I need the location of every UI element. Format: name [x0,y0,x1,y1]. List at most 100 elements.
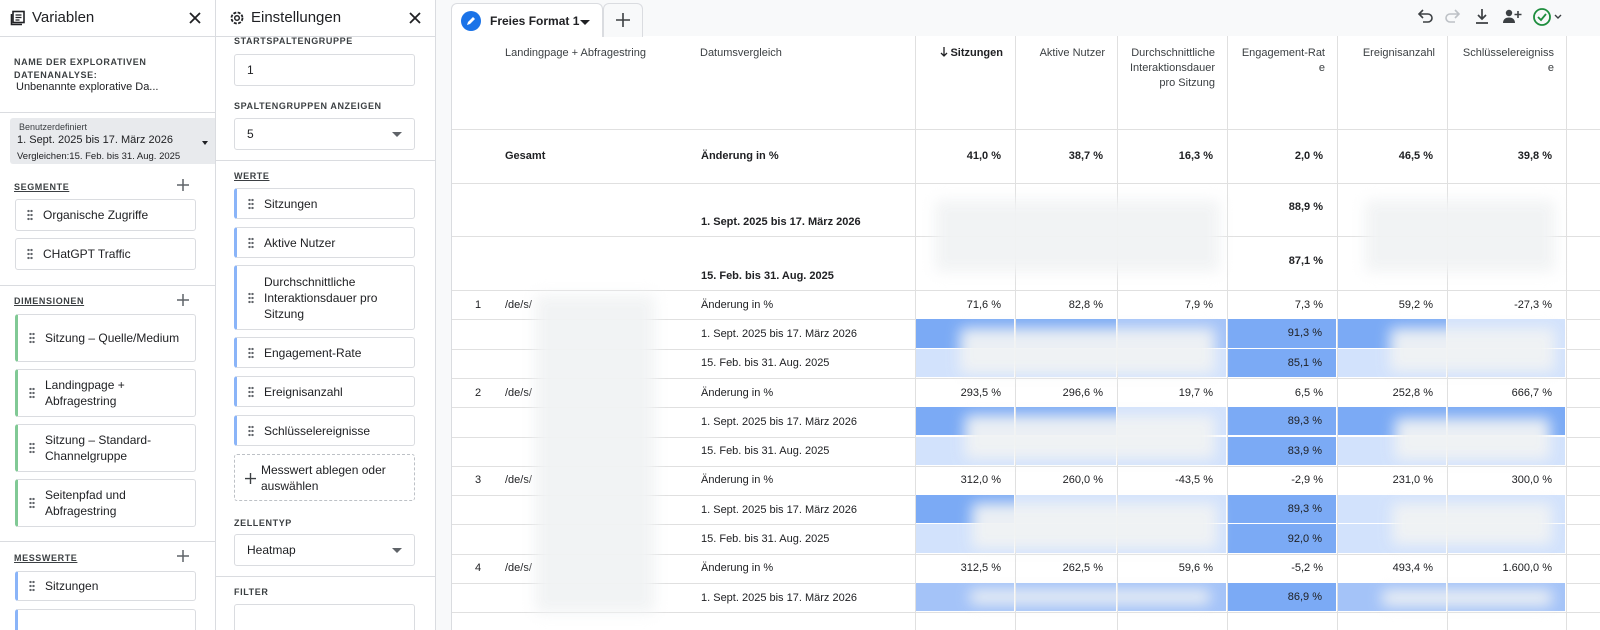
close-button[interactable] [187,10,203,26]
summary-label: Gesamt [505,150,546,162]
landing-page[interactable]: /de/s/ [505,474,532,487]
column-header[interactable]: Engagement-Rate [1241,47,1325,74]
drop-zone[interactable]: Messwert ablegen oder auswählen [234,454,415,501]
tab-caret[interactable] [580,20,590,25]
item-label: CHatGPT Traffic [43,247,131,261]
date-label: Benutzerdefiniert [19,122,88,132]
date-range-text: 1. Sept. 2025 bis 17. März 2026 [17,134,173,146]
column-header[interactable]: Ereignisanzahl [1362,47,1435,59]
item-label: Schlüsselereignisse [264,423,371,438]
period-label: 15. Feb. bis 31. Aug. 2025 [701,533,830,546]
metric-cell: 88,9 % [1288,201,1323,213]
column-header: Datumsvergleich [700,47,782,59]
value-item[interactable]: Schlüsselereignisse [234,415,415,446]
item-label: Organische Zugriffe [43,208,149,222]
period-label: 15. Feb. bis 31. Aug. 2025 [701,270,834,282]
metric-cell: -27,3 % [1514,298,1552,311]
input-value: 1 [247,63,254,77]
drag-handle [248,197,254,210]
download-button[interactable] [1476,9,1488,24]
tab[interactable]: Freies Format 1 [451,3,603,37]
value-item[interactable]: Ereignisanzahl [234,376,415,407]
panel-header: Einstellungen [216,0,435,37]
show-groups-label: SPALTENGRUPPEN ANZEIGEN [234,101,382,111]
date-range[interactable]: Benutzerdefiniert 1. Sept. 2025 bis 17. … [10,118,215,164]
sort-arrow [940,47,948,57]
dimension-item[interactable]: Seitenpfad und Abfragestring [15,479,196,527]
value-item[interactable]: Aktive Nutzer [234,227,415,258]
redaction [1365,200,1555,272]
period-label: 1. Sept. 2025 bis 17. März 2026 [701,415,857,428]
dimension-item[interactable]: Sitzung – Standard-Channelgruppe [15,424,196,472]
change-label: Änderung in % [701,386,774,399]
value-item[interactable]: Engagement-Rate [234,337,415,368]
cell-type-select[interactable]: Heatmap [234,534,415,566]
metric-cell: 6,5 % [1294,386,1323,399]
close-button[interactable] [407,10,423,26]
filter-label: FILTER [234,587,269,597]
item-label: Sitzungen [45,579,99,593]
column-header[interactable]: Sitzungen [915,36,1015,129]
divider [216,160,435,161]
item-label: Durchschnittliche Interaktionsdauer pro … [264,274,378,321]
divider [216,576,435,577]
period-label: 15. Feb. bis 31. Aug. 2025 [701,357,830,370]
metric-cell: 39,8 % [1517,150,1552,162]
metric-cell: 2,0 % [1294,150,1323,162]
show-groups-select[interactable]: 5 [234,118,415,150]
metric-cell: 1.600,0 % [1502,562,1552,575]
start-group-input[interactable]: 1 [234,54,415,86]
row-index: 1 [475,298,482,311]
metric-cell: 296,6 % [1062,386,1103,399]
metric-cell: 19,7 % [1178,386,1213,399]
dimension-item[interactable]: Landingpage + Abfragestring [15,369,196,417]
metric-cell: 71,6 % [966,298,1001,311]
variables-panel: Variablen NAME DER EXPLORATIVEN DATENANA… [0,0,216,630]
value-item[interactable]: Durchschnittliche Interaktionsdauer pro … [234,265,415,330]
metric-cell: 46,5 % [1398,150,1433,162]
change-label: Änderung in % [701,562,774,575]
undo-button[interactable] [1417,9,1433,23]
item-label: Seitenpfad und Abfragestring [45,488,126,518]
add-button[interactable] [177,550,189,562]
landing-page[interactable]: /de/s/ [505,562,532,575]
segment-item[interactable]: CHatGPT Traffic [15,238,196,270]
change-label: Änderung in % [701,474,774,487]
add-tab[interactable] [603,3,643,37]
metric-cell: 312,0 % [960,474,1001,487]
add-button[interactable] [177,294,189,306]
metric-cell: 91,3 % [1227,319,1337,349]
column-header[interactable]: Durchschnittliche Interaktionsdauer pro … [1130,47,1215,89]
landing-page[interactable]: /de/s/ [505,298,532,311]
drag-handle [27,209,33,221]
plus-icon [616,13,630,27]
value-item[interactable]: Sitzungen [234,188,415,219]
settings-panel: STARTSPALTENGRUPPE Einstellungen 1 SPALT… [216,0,436,630]
period-label: 1. Sept. 2025 bis 17. März 2026 [701,503,857,516]
column-header[interactable]: Aktive Nutzer [1039,47,1105,59]
change-label: Änderung in % [701,150,779,162]
variables-icon [10,10,25,26]
filter-input[interactable] [234,604,415,630]
period-label: 1. Sept. 2025 bis 17. März 2026 [701,327,857,340]
metric-item[interactable]: Sitzungen [15,571,196,601]
period-label: 1. Sept. 2025 bis 17. März 2026 [701,591,857,604]
toolbar [1417,8,1562,26]
column-header[interactable]: Schlüsselereignisse [1462,47,1554,74]
row-divider [452,290,1600,291]
redaction [1395,418,1550,460]
redo-button[interactable] [1445,9,1461,23]
metric-cell: 41,0 % [966,150,1001,162]
metric-cell: 260,0 % [1062,474,1103,487]
share-button[interactable] [1503,9,1522,23]
panel-title: Einstellungen [251,9,342,26]
add-button[interactable] [177,179,189,191]
status-button[interactable] [1533,8,1562,26]
dimension-item[interactable]: Sitzung – Quelle/Medium [15,314,196,362]
metric-cell: 7,3 % [1294,298,1323,311]
landing-page[interactable]: /de/s/ [505,386,532,399]
segment-item[interactable]: Organische Zugriffe [15,199,196,231]
item-label: Ereignisanzahl [264,384,343,399]
drag-handle [248,291,254,304]
exploration-name[interactable]: Unbenannte explorative Da... [16,81,159,93]
